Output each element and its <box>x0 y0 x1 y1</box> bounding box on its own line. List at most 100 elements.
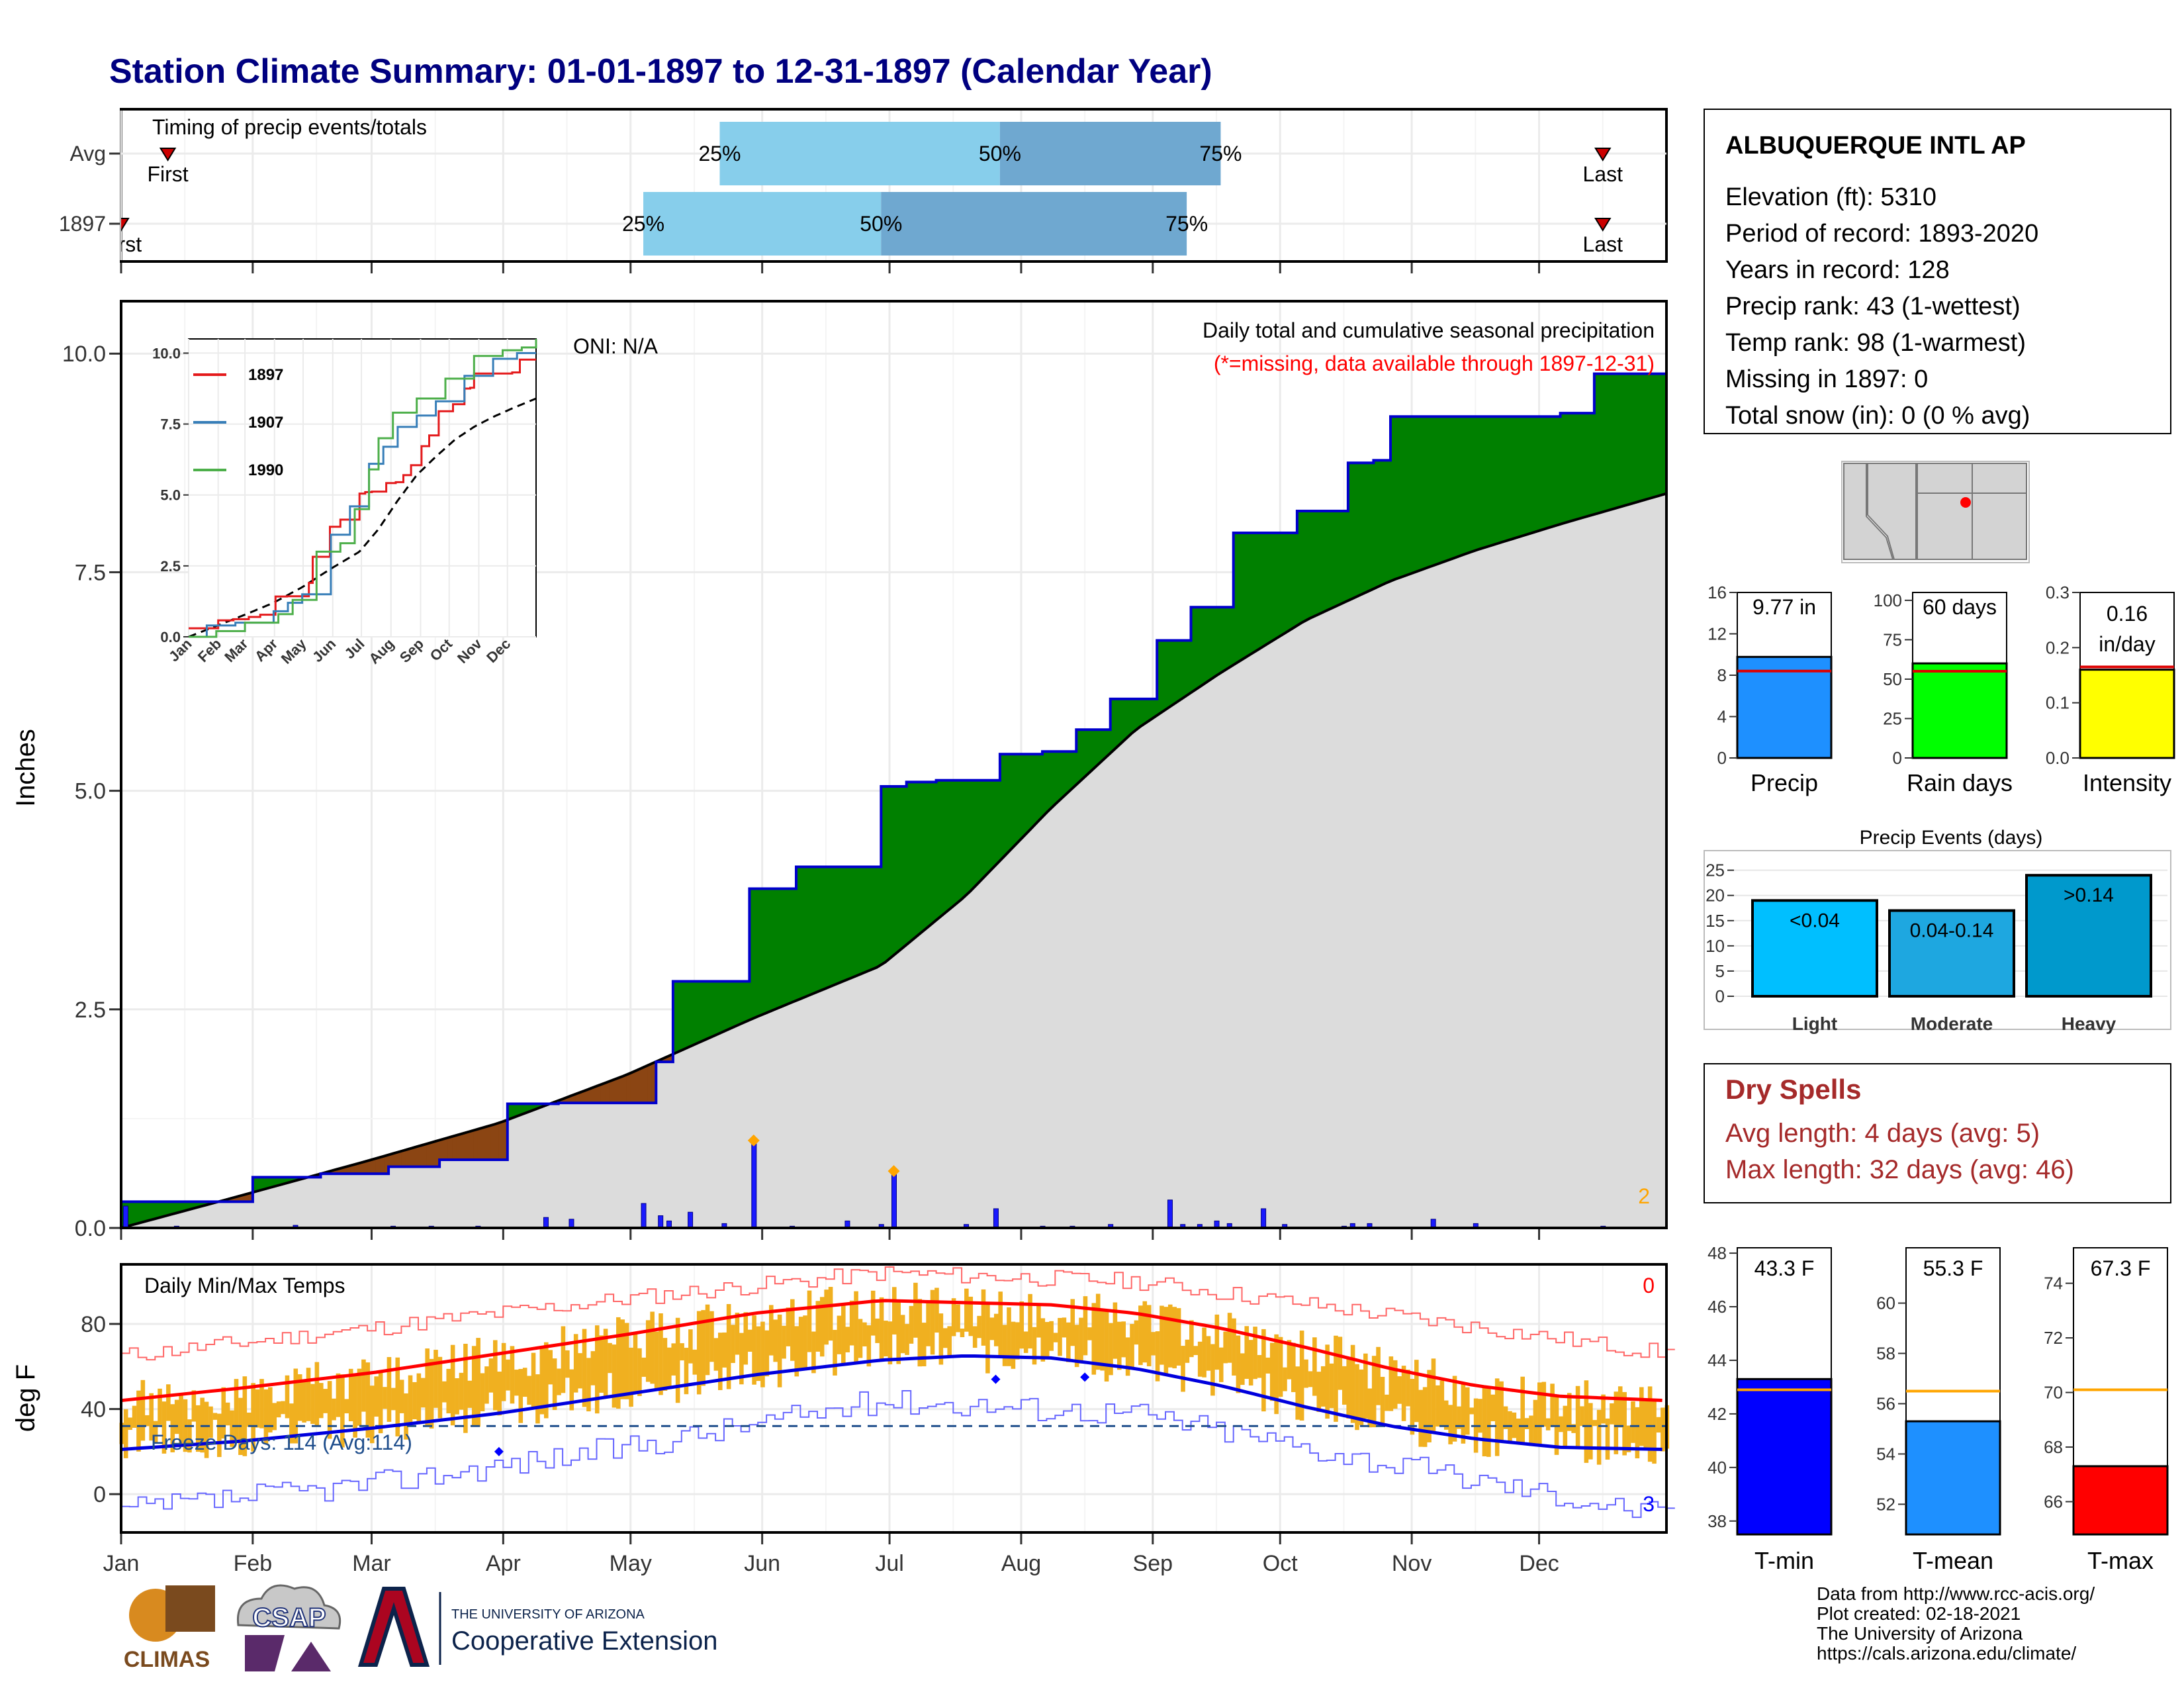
precip-departure-segment <box>846 867 852 980</box>
month-label: Dec <box>1519 1551 1559 1576</box>
precip-departure-segment <box>516 1103 521 1117</box>
precip-departure-segment <box>737 981 742 1026</box>
inset-frame <box>188 338 537 637</box>
precip-departure-segment <box>180 1201 185 1212</box>
precip-departure-segment <box>889 786 895 959</box>
precip-departure-segment <box>1068 751 1073 793</box>
precip-departure-segment <box>690 981 695 1047</box>
events-category-label: Heavy <box>2062 1013 2116 1034</box>
precip-departure-segment <box>1224 607 1230 671</box>
precip-departure-segment <box>715 981 721 1035</box>
precip-departure-segment <box>694 981 699 1045</box>
daily-precip-bar <box>641 1203 647 1229</box>
precip-departure-segment <box>741 981 746 1024</box>
daily-temp-bar <box>153 1421 158 1443</box>
daily-temp-bar <box>463 1344 468 1433</box>
inset-legend-label: 1907 <box>248 414 283 432</box>
precip-departure-segment <box>1526 416 1531 535</box>
precip-y-tick-label: 5.0 <box>75 779 106 804</box>
daily-temp-bar <box>1385 1394 1389 1411</box>
precip-departure-segment <box>677 981 682 1053</box>
precip-departure-segment <box>1369 463 1374 591</box>
precip-departure-segment <box>1619 373 1625 507</box>
page-title: Station Climate Summary: 01-01-1897 to 1… <box>109 52 1212 91</box>
daily-temp-bar <box>662 1338 668 1391</box>
daily-temp-bar <box>195 1405 201 1452</box>
timing-marker-label: First <box>101 232 142 256</box>
timing-q75-label: 75% <box>1165 212 1208 236</box>
summary-bar-value: 0.16 in/day <box>2099 602 2155 656</box>
precip-departure-segment <box>770 888 776 1011</box>
precip-departure-segment <box>995 780 1001 865</box>
precip-departure-segment <box>622 1074 627 1103</box>
ua-a-mark <box>357 1587 430 1667</box>
daily-temp-bar <box>688 1329 693 1364</box>
daily-temp-bar <box>501 1342 506 1401</box>
precip-departure-segment <box>1467 416 1472 553</box>
daily-temp-bar <box>905 1324 909 1355</box>
daily-temp-bar <box>807 1290 812 1352</box>
precip-y-axis: 0.0 2.5 5.0 7.5 10.0 <box>62 342 120 1241</box>
precip-departure-segment <box>783 888 788 1006</box>
precip-departure-segment <box>813 867 818 994</box>
precip-departure-segment <box>1212 607 1217 679</box>
precip-departure-segment <box>1182 640 1187 698</box>
daily-temp-bar <box>684 1348 689 1395</box>
precip-departure-segment <box>1046 751 1052 813</box>
precip-departure-segment <box>1569 413 1574 522</box>
precip-departure-segment <box>1398 416 1404 578</box>
daily-temp-bar <box>332 1398 336 1421</box>
timing-q25-label: 25% <box>698 142 741 165</box>
daily-temp-bar <box>1541 1382 1547 1427</box>
daily-temp-bar <box>230 1410 234 1447</box>
precip-departure-segment <box>774 888 780 1009</box>
temp-frame <box>120 1263 1668 1534</box>
month-label: Sep <box>1133 1551 1173 1576</box>
daily-temp-bar <box>1380 1376 1385 1425</box>
precip-departure-segment <box>897 786 903 952</box>
temp-bar-tick-label: 74 <box>2044 1274 2063 1293</box>
precip-departure-segment <box>614 1078 619 1103</box>
precip-departure-segment <box>1310 511 1315 619</box>
daily-temp-bar <box>1138 1305 1143 1366</box>
daily-temp-bar <box>701 1310 705 1386</box>
timing-box-lower <box>719 122 1000 185</box>
precip-departure-segment <box>940 780 946 917</box>
precip-departure-segment <box>1572 413 1578 521</box>
daily-temp-bar <box>285 1375 290 1419</box>
precip-departure-segment <box>1229 607 1234 668</box>
daily-temp-bar <box>416 1373 422 1423</box>
daily-temp-bar <box>696 1311 702 1395</box>
summary-bar-tick-label: 12 <box>1707 624 1727 644</box>
precip-departure-segment <box>512 1103 517 1119</box>
precip-departure-segment <box>711 981 716 1037</box>
daily-temp-bar <box>951 1298 956 1336</box>
daily-temp-bar <box>1367 1388 1373 1428</box>
daily-temp-bar <box>446 1368 451 1414</box>
daily-temp-bar <box>654 1331 659 1390</box>
daily-temp-bar <box>297 1374 302 1421</box>
precip-departure-segment <box>1615 373 1620 508</box>
events-bar <box>2025 874 2152 998</box>
precip-departure-segment <box>1454 416 1459 558</box>
precip-departure-segment <box>1165 640 1171 710</box>
daily-temp-bar <box>1465 1387 1470 1435</box>
precip-departure-segment <box>1500 416 1506 543</box>
precip-departure-segment <box>962 780 967 900</box>
precip-departure-segment <box>1004 754 1009 857</box>
record-max-line <box>121 1266 1675 1361</box>
daily-temp-bar <box>782 1325 786 1359</box>
daily-temp-bar <box>1452 1376 1457 1442</box>
daily-temp-bar <box>251 1383 255 1452</box>
daily-temp-bar <box>484 1366 489 1404</box>
precip-departure-segment <box>1326 511 1332 611</box>
temp-bar-tick-label: 68 <box>2044 1437 2063 1457</box>
daily-temp-bar <box>1066 1322 1071 1362</box>
precip-departure-segment <box>482 1127 487 1160</box>
daily-temp-bar <box>365 1362 371 1438</box>
daily-temp-bar <box>246 1412 251 1427</box>
station-location-marker <box>1960 497 1971 508</box>
daily-temp-bar <box>1265 1357 1271 1374</box>
daily-precip-bar <box>688 1211 694 1229</box>
